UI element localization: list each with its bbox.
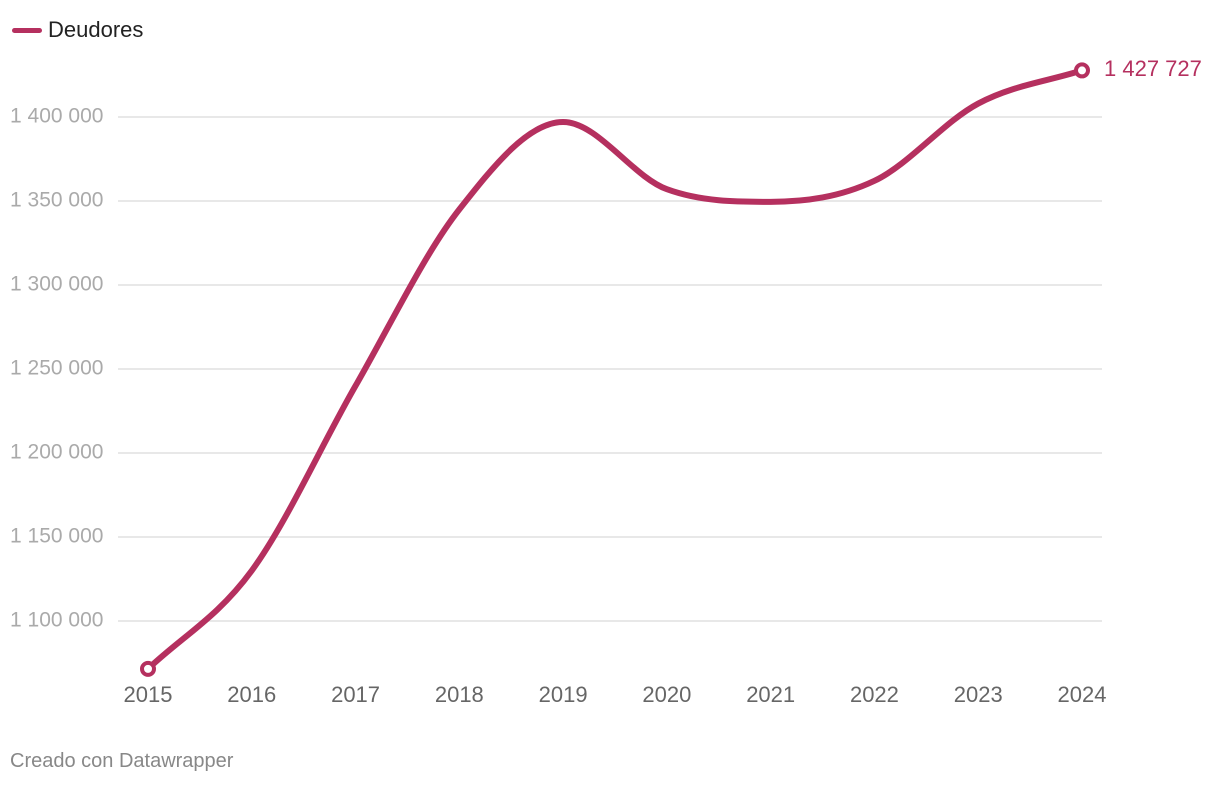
footer-credit: Creado con Datawrapper	[10, 750, 234, 772]
y-tick-label: 1 350 000	[10, 189, 103, 212]
legend-swatch	[12, 27, 42, 33]
x-tick-label: 2017	[331, 682, 380, 707]
x-tick-label: 2023	[954, 682, 1003, 707]
x-tick-label: 2018	[435, 682, 484, 707]
line-chart: 1 100 000 1 150 000 1 200 000 1 250 000 1 30…	[10, 56, 1202, 707]
y-tick-label: 1 400 000	[10, 105, 103, 128]
y-tick-label: 1 200 000	[10, 441, 103, 464]
end-point-marker	[1074, 62, 1090, 79]
x-tick-label: 2019	[539, 682, 588, 707]
end-value-label: 1 427 727	[1104, 56, 1202, 81]
start-point-marker	[140, 660, 156, 677]
chart-legend: Deudores	[12, 16, 143, 44]
y-tick-label: 1 250 000	[10, 357, 103, 380]
x-tick-label: 2016	[227, 682, 276, 707]
x-tick-label: 2015	[124, 682, 173, 707]
x-tick-label: 2021	[746, 682, 795, 707]
y-tick-label: 1 300 000	[10, 273, 103, 296]
y-tick-label: 1 150 000	[10, 525, 103, 548]
legend-label: Deudores	[48, 17, 144, 42]
y-axis-ticks: 1 100 000 1 150 000 1 200 000 1 250 000 1 30…	[10, 105, 103, 632]
grid-layer	[118, 116, 1102, 622]
x-tick-label: 2022	[850, 682, 899, 707]
series-line-deudores	[145, 67, 1085, 672]
x-axis-ticks: 2015 2016 2017 2018 2019 2020 2021 2022 2023 2024	[124, 682, 1107, 707]
x-tick-label: 2020	[642, 682, 691, 707]
y-tick-label: 1 100 000	[10, 609, 103, 632]
x-tick-label: 2024	[1058, 682, 1107, 707]
